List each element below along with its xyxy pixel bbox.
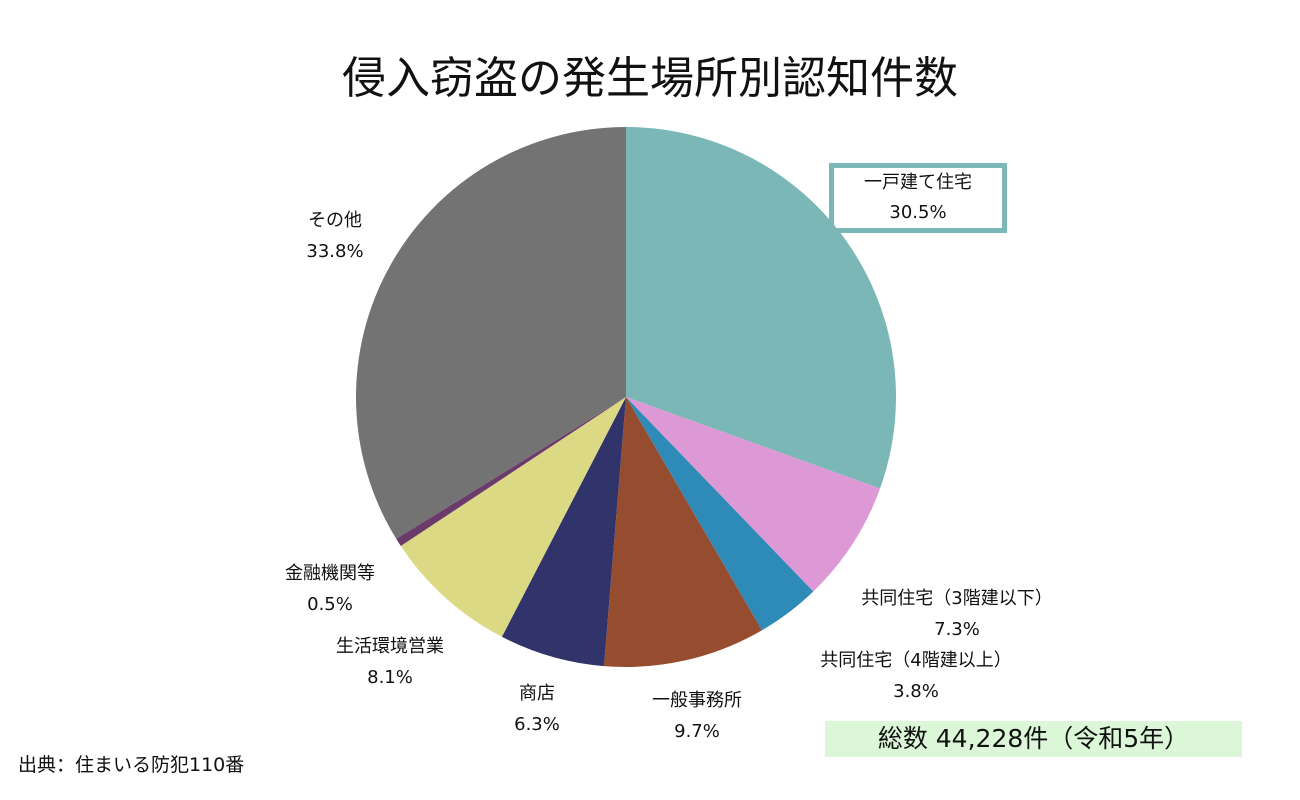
- slice-label: 一戸建て住宅 30.5%: [829, 163, 1007, 233]
- slice-label-name: 生活環境営業: [336, 636, 444, 657]
- pie-slice-5: [400, 397, 626, 637]
- slice-label: 商店 6.3%: [514, 678, 560, 740]
- slice-label: 共同住宅（3階建以下） 7.3%: [861, 583, 1052, 645]
- slice-label-name: 一般事務所: [652, 690, 742, 711]
- slice-label-value: 30.5%: [889, 202, 947, 223]
- source-note: 出典：住まいる防犯110番: [18, 754, 245, 776]
- slice-label: 共同住宅（4階建以上） 3.8%: [820, 645, 1011, 707]
- slice-label-name: 共同住宅（4階建以上）: [820, 650, 1012, 671]
- slice-label-value: 0.5%: [307, 594, 353, 615]
- slice-label-value: 8.1%: [367, 667, 413, 688]
- slice-label-value: 3.8%: [893, 681, 939, 702]
- slice-label-value: 7.3%: [934, 619, 980, 640]
- total-count: 総数 44,228件（令和5年）: [825, 721, 1242, 757]
- slice-label-name: 一戸建て住宅: [864, 172, 972, 193]
- slice-label-name: 商店: [518, 683, 555, 704]
- slice-label: 一般事務所 9.7%: [652, 685, 742, 747]
- slice-label-value: 33.8%: [306, 241, 364, 262]
- pie-slice-2: [626, 397, 814, 631]
- slice-label-value: 6.3%: [514, 714, 560, 735]
- pie-slice-7: [355, 127, 626, 539]
- pie-slice-1: [626, 397, 881, 592]
- slice-label: 生活環境営業 8.1%: [336, 631, 444, 693]
- pie-slice-6: [396, 397, 626, 546]
- slice-label: その他 33.8%: [306, 205, 363, 267]
- pie-slice-0: [626, 127, 896, 489]
- slice-label-value: 9.7%: [674, 721, 720, 742]
- chart-title: 侵入窃盗の発生場所別認知件数: [342, 53, 958, 104]
- pie-slice-3: [603, 397, 762, 667]
- slice-label-name: その他: [308, 210, 362, 231]
- slice-label-name: 金融機関等: [285, 563, 375, 584]
- slice-label-name: 共同住宅（3階建以下）: [861, 588, 1053, 609]
- slice-label: 金融機関等 0.5%: [285, 558, 375, 620]
- pie-slice-4: [501, 397, 626, 667]
